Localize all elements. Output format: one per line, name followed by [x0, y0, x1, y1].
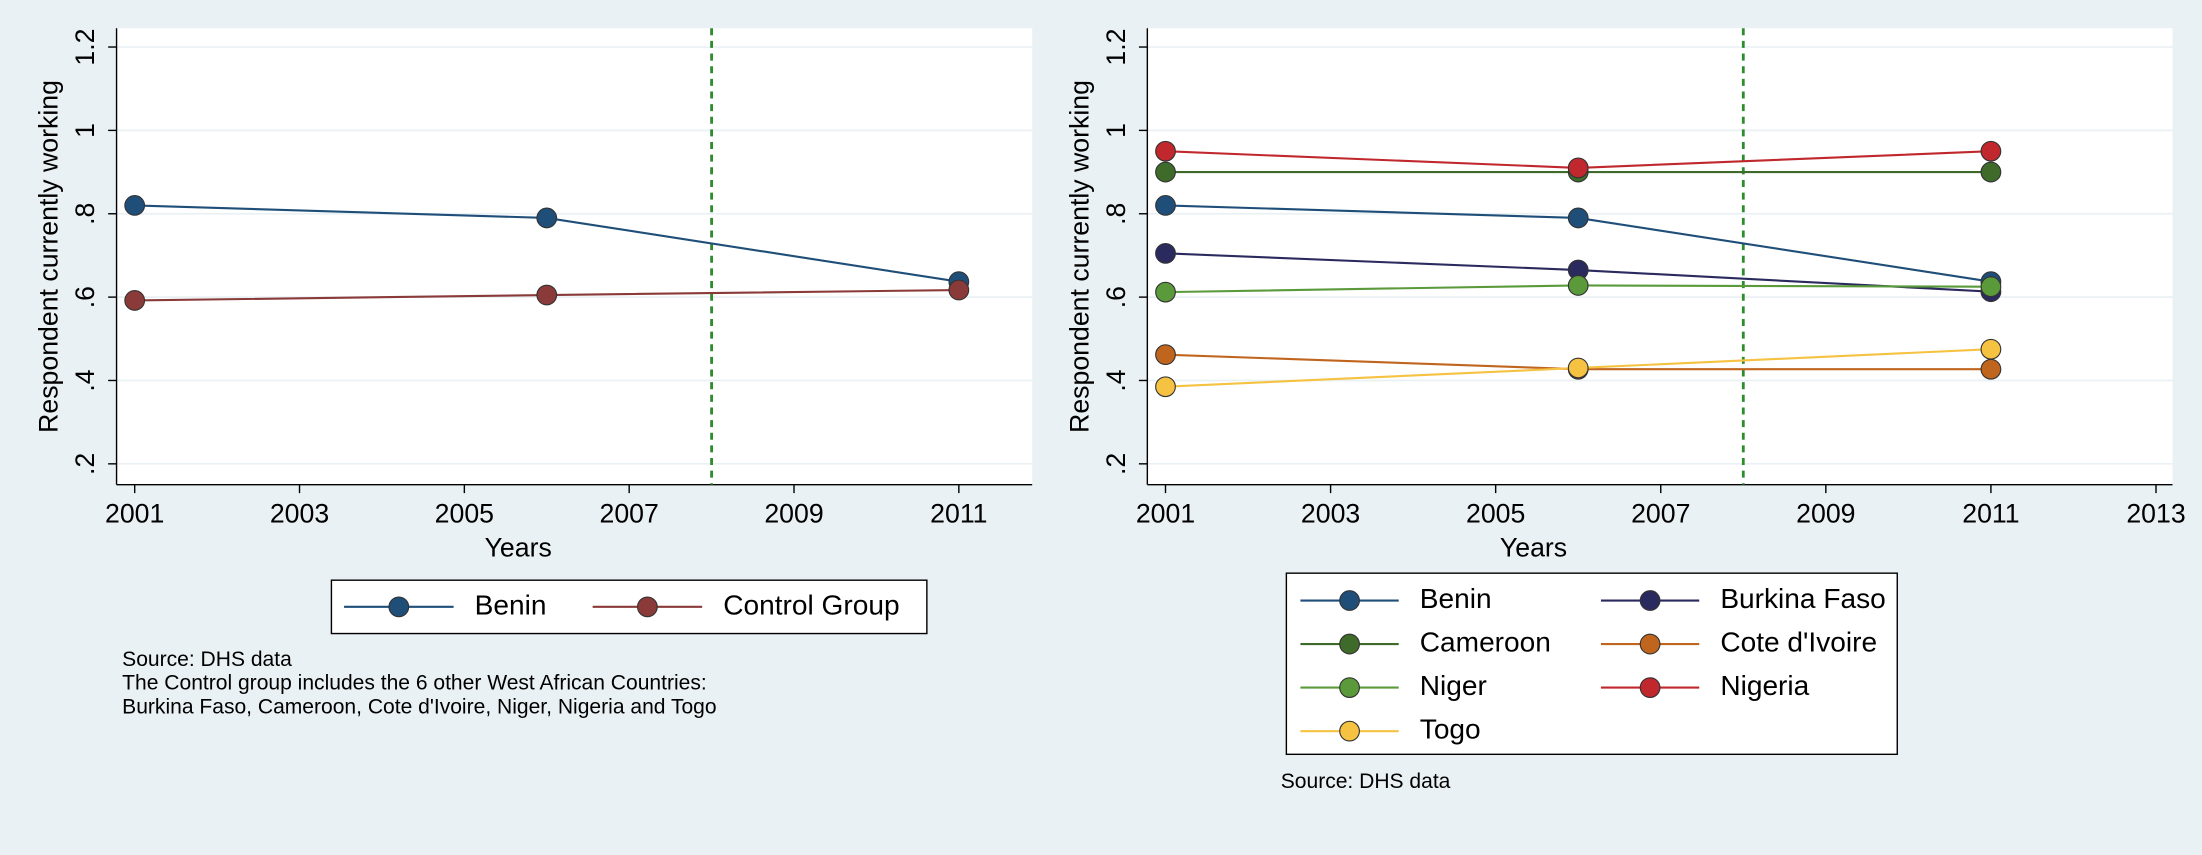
data-point — [1980, 338, 2002, 360]
legend-label: Burkina Faso — [1720, 583, 1885, 614]
data-point — [124, 290, 146, 311]
data-point — [1567, 157, 1589, 179]
data-point — [1155, 195, 1176, 216]
y-tick-label: .2 — [1101, 453, 1131, 475]
y-tick-label: .2 — [70, 453, 100, 475]
data-point — [1155, 242, 1176, 264]
note: The Control group includes the 6 other W… — [122, 672, 707, 695]
legend-label: Benin — [475, 589, 547, 620]
data-point — [1980, 276, 2002, 298]
plot-area — [116, 28, 1033, 485]
x-tick-label: 2009 — [1796, 499, 1855, 529]
legend-label: Nigeria — [1720, 670, 1809, 701]
legend-box — [1285, 572, 1898, 756]
data-point — [1567, 275, 1589, 296]
data-point — [1155, 376, 1176, 398]
y-tick-label: .4 — [70, 369, 100, 391]
legend-label: Cote d'Ivoire — [1720, 626, 1877, 657]
data-point — [1155, 161, 1176, 183]
y-tick-label: .8 — [70, 203, 100, 225]
x-tick-label: 2013 — [2126, 499, 2185, 529]
legend-marker — [1339, 720, 1360, 742]
data-point — [1980, 161, 2002, 183]
legend-marker — [1639, 590, 1661, 611]
x-axis-title: Years — [1500, 532, 1567, 562]
legend-marker — [388, 596, 410, 618]
data-point — [1980, 140, 2002, 162]
y-tick-label: 1 — [1101, 123, 1131, 138]
legend-marker — [1339, 633, 1360, 655]
y-tick-label: 1.2 — [70, 28, 100, 65]
data-point — [1980, 358, 2002, 380]
data-point — [124, 195, 146, 216]
x-tick-label: 2005 — [435, 499, 494, 529]
x-tick-label: 2009 — [764, 499, 823, 529]
data-point — [948, 279, 970, 301]
x-tick-label: 2005 — [1466, 499, 1525, 529]
data-point — [1155, 281, 1176, 303]
legend-marker — [1639, 677, 1661, 699]
x-tick-label: 2011 — [1962, 499, 2019, 529]
y-tick-label: .4 — [1101, 369, 1131, 391]
y-tick-label: .6 — [70, 286, 100, 308]
y-tick-label: 1 — [70, 123, 100, 138]
y-tick-label: 1.2 — [1101, 28, 1131, 65]
x-tick-label: 2001 — [1136, 499, 1195, 529]
legend-marker — [1339, 590, 1360, 611]
data-point — [1155, 140, 1176, 162]
x-tick-label: 2011 — [930, 499, 987, 529]
note: Source: DHS data — [122, 648, 292, 671]
legend-label: Control Group — [723, 589, 899, 620]
legend-marker — [637, 596, 658, 618]
legend-label: Togo — [1420, 714, 1481, 745]
data-point — [536, 284, 558, 306]
data-point — [1567, 207, 1589, 229]
x-tick-label: 2007 — [600, 499, 659, 529]
y-axis-title: Respondent currently working — [34, 80, 64, 433]
note: Source: DHS data — [1281, 770, 1451, 793]
legend-marker — [1639, 633, 1661, 655]
y-axis-title: Respondent currently working — [1064, 80, 1094, 433]
x-tick-label: 2007 — [1631, 499, 1690, 529]
data-point — [536, 207, 558, 229]
y-tick-label: .6 — [1101, 286, 1131, 308]
legend-marker — [1339, 677, 1360, 699]
legend-label: Niger — [1420, 670, 1487, 701]
x-axis-title: Years — [485, 532, 552, 562]
x-tick-label: 2001 — [105, 499, 164, 529]
plot-area — [1147, 28, 2173, 485]
legend-label: Benin — [1420, 583, 1492, 614]
note: Burkina Faso, Cameroon, Cote d'Ivoire, N… — [122, 696, 716, 719]
data-point — [1567, 357, 1589, 379]
y-tick-label: .8 — [1101, 203, 1131, 225]
x-tick-label: 2003 — [1301, 499, 1360, 529]
x-tick-label: 2003 — [270, 499, 329, 529]
legend-label: Cameroon — [1420, 626, 1551, 657]
data-point — [1155, 344, 1176, 366]
